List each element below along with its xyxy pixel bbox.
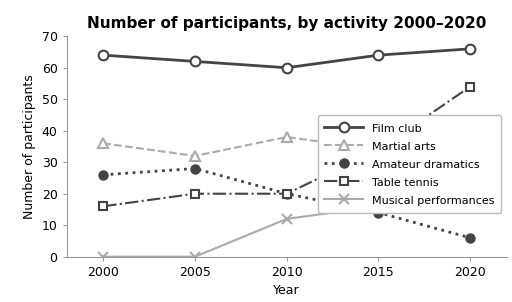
Amateur dramatics [284,192,290,195]
Table tennis [467,85,473,88]
Film club [467,47,473,51]
Musical performances [375,204,381,208]
Musical performances [100,255,106,259]
Table tennis [100,204,106,208]
Film club [375,53,381,57]
Table tennis [284,192,290,195]
X-axis label: Year: Year [273,284,300,297]
Martial arts [284,135,290,139]
Musical performances [284,217,290,221]
Amateur dramatics [375,211,381,214]
Legend: Film club, Martial arts, Amateur dramatics, Table tennis, Musical performances: Film club, Martial arts, Amateur dramati… [318,115,501,213]
Martial arts [467,142,473,145]
Musical performances [467,195,473,199]
Line: Film club: Film club [98,44,475,72]
Film club [192,59,198,63]
Amateur dramatics [467,236,473,239]
Line: Martial arts: Martial arts [98,132,475,161]
Musical performances [192,255,198,259]
Line: Musical performances: Musical performances [98,192,475,262]
Y-axis label: Number of participants: Number of participants [23,74,36,219]
Film club [284,66,290,69]
Film club [100,53,106,57]
Amateur dramatics [192,167,198,170]
Martial arts [192,154,198,158]
Line: Table tennis: Table tennis [99,82,474,210]
Title: Number of participants, by activity 2000–2020: Number of participants, by activity 2000… [87,16,486,31]
Line: Amateur dramatics: Amateur dramatics [99,164,474,242]
Martial arts [100,142,106,145]
Amateur dramatics [100,173,106,177]
Table tennis [192,192,198,195]
Martial arts [375,148,381,151]
Table tennis [375,148,381,151]
